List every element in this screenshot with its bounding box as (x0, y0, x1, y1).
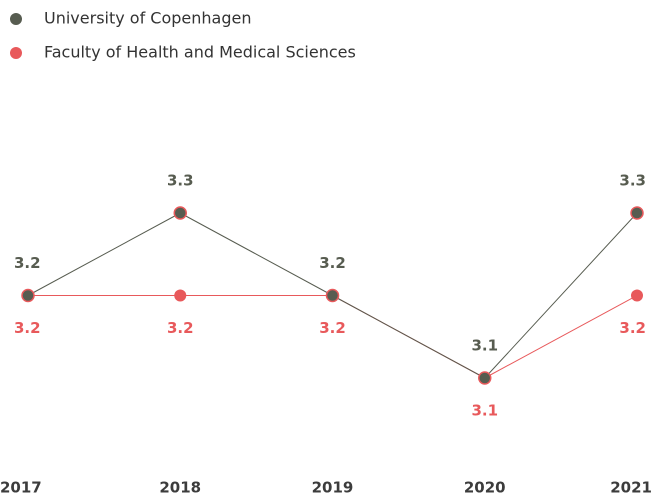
point (478, 371, 492, 385)
point (174, 289, 187, 302)
data-label: 3.2 (619, 319, 646, 337)
data-label: 3.3 (167, 172, 194, 190)
x-tick-label: 2019 (312, 479, 354, 495)
data-label: 3.1 (471, 337, 498, 355)
x-tick-label: 2020 (464, 479, 506, 495)
legend-marker (10, 13, 22, 25)
x-tick-label: 2017 (0, 479, 42, 495)
legend-marker (10, 47, 22, 59)
x-tick-label: 2018 (159, 479, 201, 495)
point (21, 288, 35, 303)
legend-label: University of Copenhagen (44, 9, 252, 28)
point (631, 289, 643, 302)
data-label: 3.2 (319, 319, 346, 337)
point (630, 206, 644, 220)
legend-label: Faculty of Health and Medical Sciences (44, 43, 356, 62)
data-label: 3.2 (14, 254, 41, 272)
data-label: 3.1 (471, 402, 498, 420)
data-label: 3.3 (619, 172, 646, 190)
point (325, 288, 340, 303)
data-label: 3.2 (14, 319, 41, 337)
data-label: 3.2 (319, 254, 346, 272)
point (173, 206, 187, 220)
data-label: 3.2 (167, 319, 194, 337)
x-tick-label: 2021 (610, 479, 652, 495)
